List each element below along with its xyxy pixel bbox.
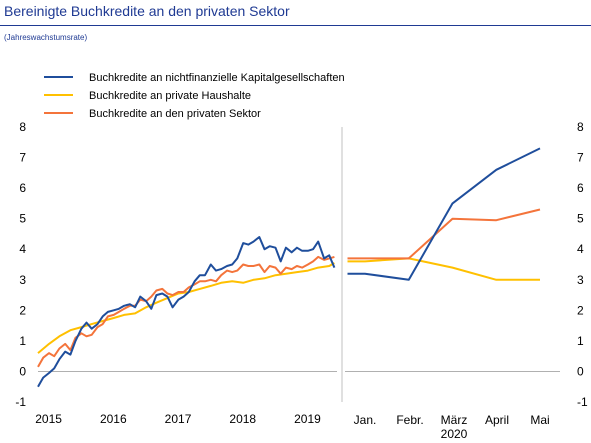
left-panel-annual: 2015 2016 2017 2018 2019 <box>35 126 338 426</box>
left-x-tick-label: 2015 <box>35 412 62 426</box>
right-y-tick-label: 4 <box>577 242 584 256</box>
chart-title: Bereinigte Buchkredite an den privaten S… <box>4 3 290 19</box>
left-y-tick-label: 3 <box>19 273 26 287</box>
right-y-tick-label: -1 <box>577 395 588 409</box>
right-x-tick-label: Mai <box>530 413 549 427</box>
right-x-tick-label: Jan. <box>354 413 377 427</box>
left-y-tick-label: -1 <box>15 395 26 409</box>
title-divider <box>0 25 591 26</box>
left-series-line-private_sector <box>37 255 335 368</box>
right-y-tick-label: 6 <box>577 181 584 195</box>
right-y-tick-label: 2 <box>577 303 584 317</box>
right-y-tick-label: 5 <box>577 212 584 226</box>
right-series-line-households <box>347 257 540 281</box>
left-series-line-nfc <box>37 236 336 388</box>
right-y-tick-label: 8 <box>577 120 584 134</box>
right-y-tick-label: 3 <box>577 273 584 287</box>
right-y-tick-label: 1 <box>577 334 584 348</box>
left-y-tick-label: 0 <box>19 364 26 378</box>
right-x-tick-label: 2020 <box>441 427 468 441</box>
left-y-tick-label: 1 <box>19 334 26 348</box>
left-x-tick-label: 2016 <box>100 412 127 426</box>
legend-label: Buchkredite an nichtfinanzielle Kapitalg… <box>89 72 345 84</box>
left-y-tick-label: 7 <box>19 151 26 165</box>
right-y-tick-label: 0 <box>577 364 584 378</box>
right-series-line-private_sector <box>347 208 541 260</box>
left-x-tick-label: 2019 <box>294 412 321 426</box>
left-y-tick-label: 8 <box>19 120 26 134</box>
left-y-axis: -1 0 1 2 3 4 5 6 7 8 <box>15 120 26 409</box>
right-series-line-nfc <box>347 147 541 281</box>
chart-subtitle: (Jahreswachstumsrate) <box>4 33 88 42</box>
left-x-tick-label: 2017 <box>165 412 192 426</box>
right-y-axis: -1 0 1 2 3 4 5 6 7 8 <box>577 120 588 409</box>
right-x-tick-label: März <box>441 413 468 427</box>
left-y-tick-label: 2 <box>19 303 26 317</box>
legend-label: Buchkredite an private Haushalte <box>89 90 251 102</box>
left-y-tick-label: 4 <box>19 242 26 256</box>
legend: Buchkredite an nichtfinanzielle Kapitalg… <box>44 72 345 120</box>
left-plot-area <box>37 126 338 403</box>
left-y-tick-label: 5 <box>19 212 26 226</box>
left-y-tick-label: 6 <box>19 181 26 195</box>
right-x-tick-label: April <box>485 413 509 427</box>
right-y-tick-label: 7 <box>577 151 584 165</box>
right-x-tick-label: Febr. <box>396 413 423 427</box>
legend-label: Buchkredite an den privaten Sektor <box>89 108 261 120</box>
left-series-line-households <box>37 262 335 354</box>
left-x-tick-label: 2018 <box>229 412 256 426</box>
